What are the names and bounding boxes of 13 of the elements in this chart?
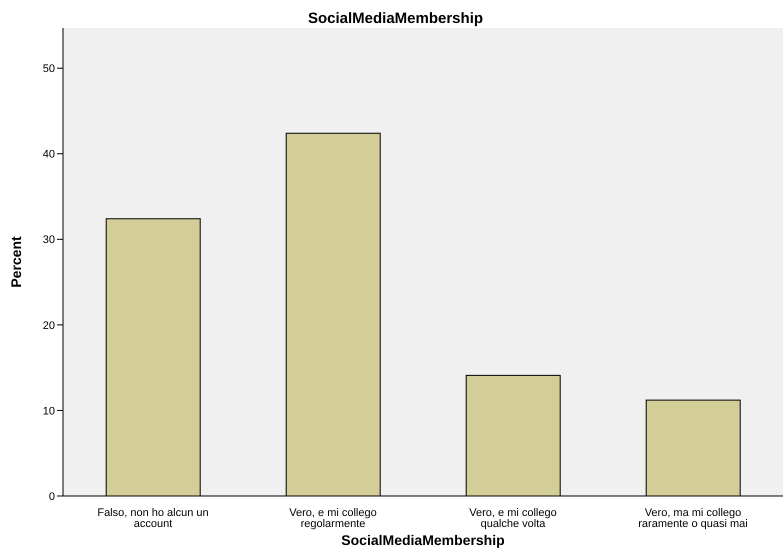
y-tick-label: 10	[42, 405, 55, 418]
x-tick-label: Vero, ma mi collego raramente o quasi mai	[638, 507, 748, 530]
x-tick-label: Vero, e mi collego qualche volta	[469, 507, 557, 530]
y-tick-label: 30	[42, 234, 55, 246]
x-axis-title: SocialMediaMembership	[340, 532, 506, 548]
y-tick-label: 40	[42, 148, 55, 161]
y-tick-label: 20	[42, 320, 55, 332]
y-tick-label: 0	[48, 490, 55, 503]
chart-title: SocialMediaMembership	[306, 10, 484, 27]
x-tick-label: Falso, non ho alcun un account	[97, 507, 209, 530]
y-tick-label: 50	[42, 63, 55, 76]
y-axis-title: Percent	[8, 236, 24, 288]
x-tick-label: Vero, e mi collego regolarmente	[289, 507, 377, 530]
